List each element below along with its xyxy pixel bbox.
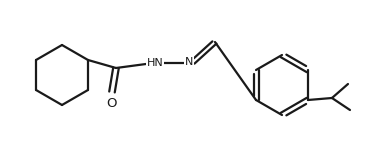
Text: HN: HN (147, 58, 164, 68)
Text: N: N (185, 57, 194, 67)
Text: O: O (107, 97, 117, 110)
